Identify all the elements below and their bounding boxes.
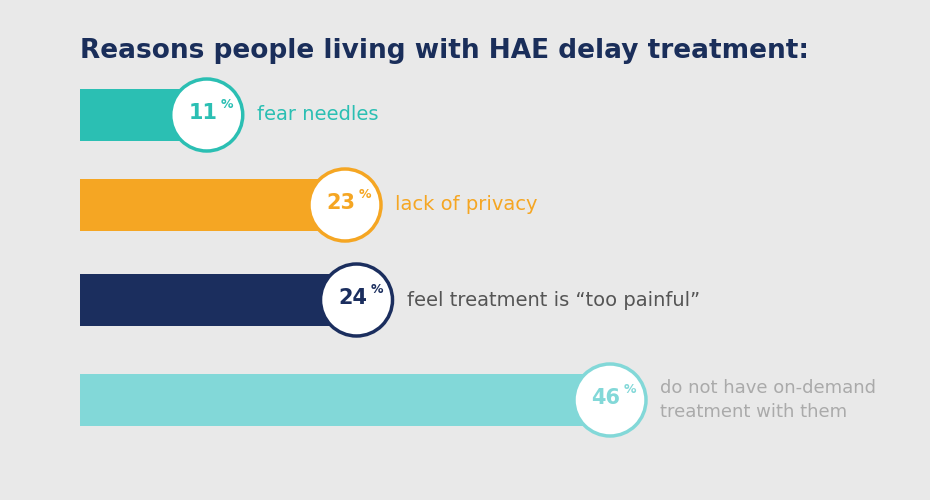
Wedge shape [356,274,382,326]
Circle shape [574,364,646,436]
Bar [80,274,356,326]
Text: treatment with them: treatment with them [660,403,847,421]
Text: 23: 23 [326,193,355,213]
Text: feel treatment is “too painful”: feel treatment is “too painful” [406,290,699,310]
Text: 11: 11 [188,103,218,123]
Bar [80,374,610,426]
Text: do not have on-demand: do not have on-demand [660,379,876,397]
Bar [80,179,345,231]
Circle shape [321,264,392,336]
Text: %: % [359,188,371,202]
Text: fear needles: fear needles [257,106,379,124]
Circle shape [309,169,381,241]
Text: %: % [624,384,636,396]
Wedge shape [345,179,371,231]
Text: lack of privacy: lack of privacy [395,196,538,214]
Text: Reasons people living with HAE delay treatment:: Reasons people living with HAE delay tre… [80,38,809,64]
Circle shape [171,79,243,151]
Bar [80,89,206,141]
Wedge shape [610,374,636,426]
Text: 46: 46 [591,388,620,408]
Text: %: % [370,284,383,296]
Wedge shape [206,89,232,141]
Text: 24: 24 [338,288,367,308]
Text: %: % [220,98,232,112]
